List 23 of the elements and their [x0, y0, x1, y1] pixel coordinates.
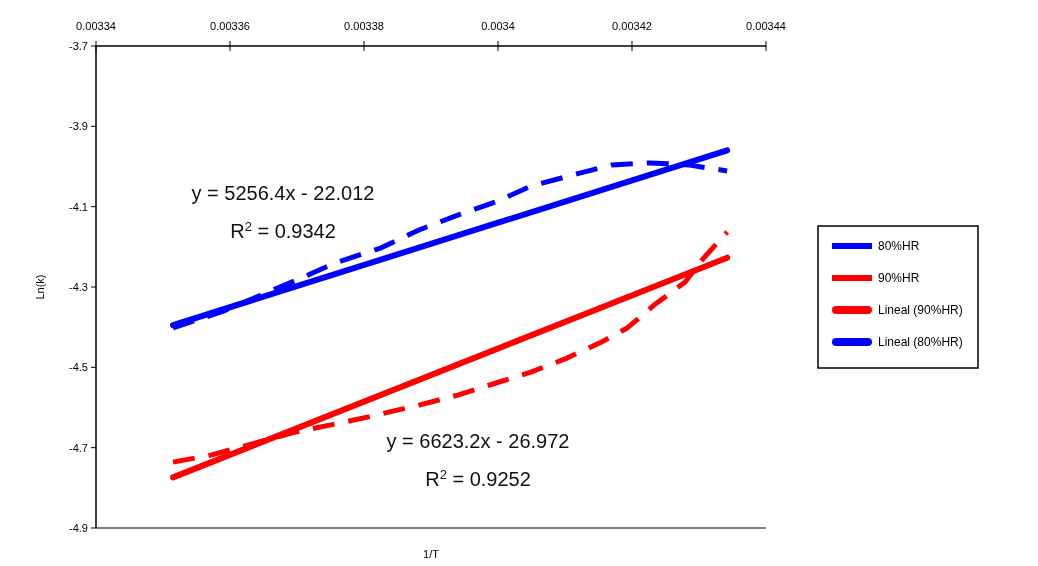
y-tick-label: -3.7 [69, 40, 88, 52]
annotation: y = 6623.2x - 26.972 [386, 430, 570, 452]
y-tick-label: -4.9 [69, 522, 88, 534]
legend-label: 80%HR [878, 239, 920, 253]
annotation: R$^{2}$ = 0.9252 [425, 466, 531, 490]
x-tick-label: 0.00344 [746, 20, 786, 32]
y-tick-label: -4.3 [69, 281, 88, 293]
x-tick-label: 0.00336 [210, 20, 250, 32]
annotation: R$^{2}$ = 0.9342 [230, 218, 336, 242]
y-tick-label: -4.5 [69, 361, 88, 374]
x-tick-label: 0.00338 [344, 20, 384, 32]
x-tick-label: 0.00342 [612, 20, 652, 32]
y-tick-label: -3.9 [69, 120, 88, 133]
x-tick-label: 0.00334 [76, 20, 116, 32]
y-tick-label: -4.7 [69, 441, 88, 454]
legend-label: 90%HR [878, 271, 920, 285]
legend-label: Lineal (80%HR) [878, 335, 963, 349]
legend-label: Lineal (90%HR) [878, 303, 963, 317]
x-tick-label: 0.0034 [481, 20, 515, 32]
y-tick-label: -4.1 [69, 200, 88, 213]
annotation: y = 5256.4x - 22.012 [191, 182, 375, 204]
x-axis-title: 1/T [423, 548, 440, 560]
y-axis-title: Ln(k) [34, 274, 46, 300]
